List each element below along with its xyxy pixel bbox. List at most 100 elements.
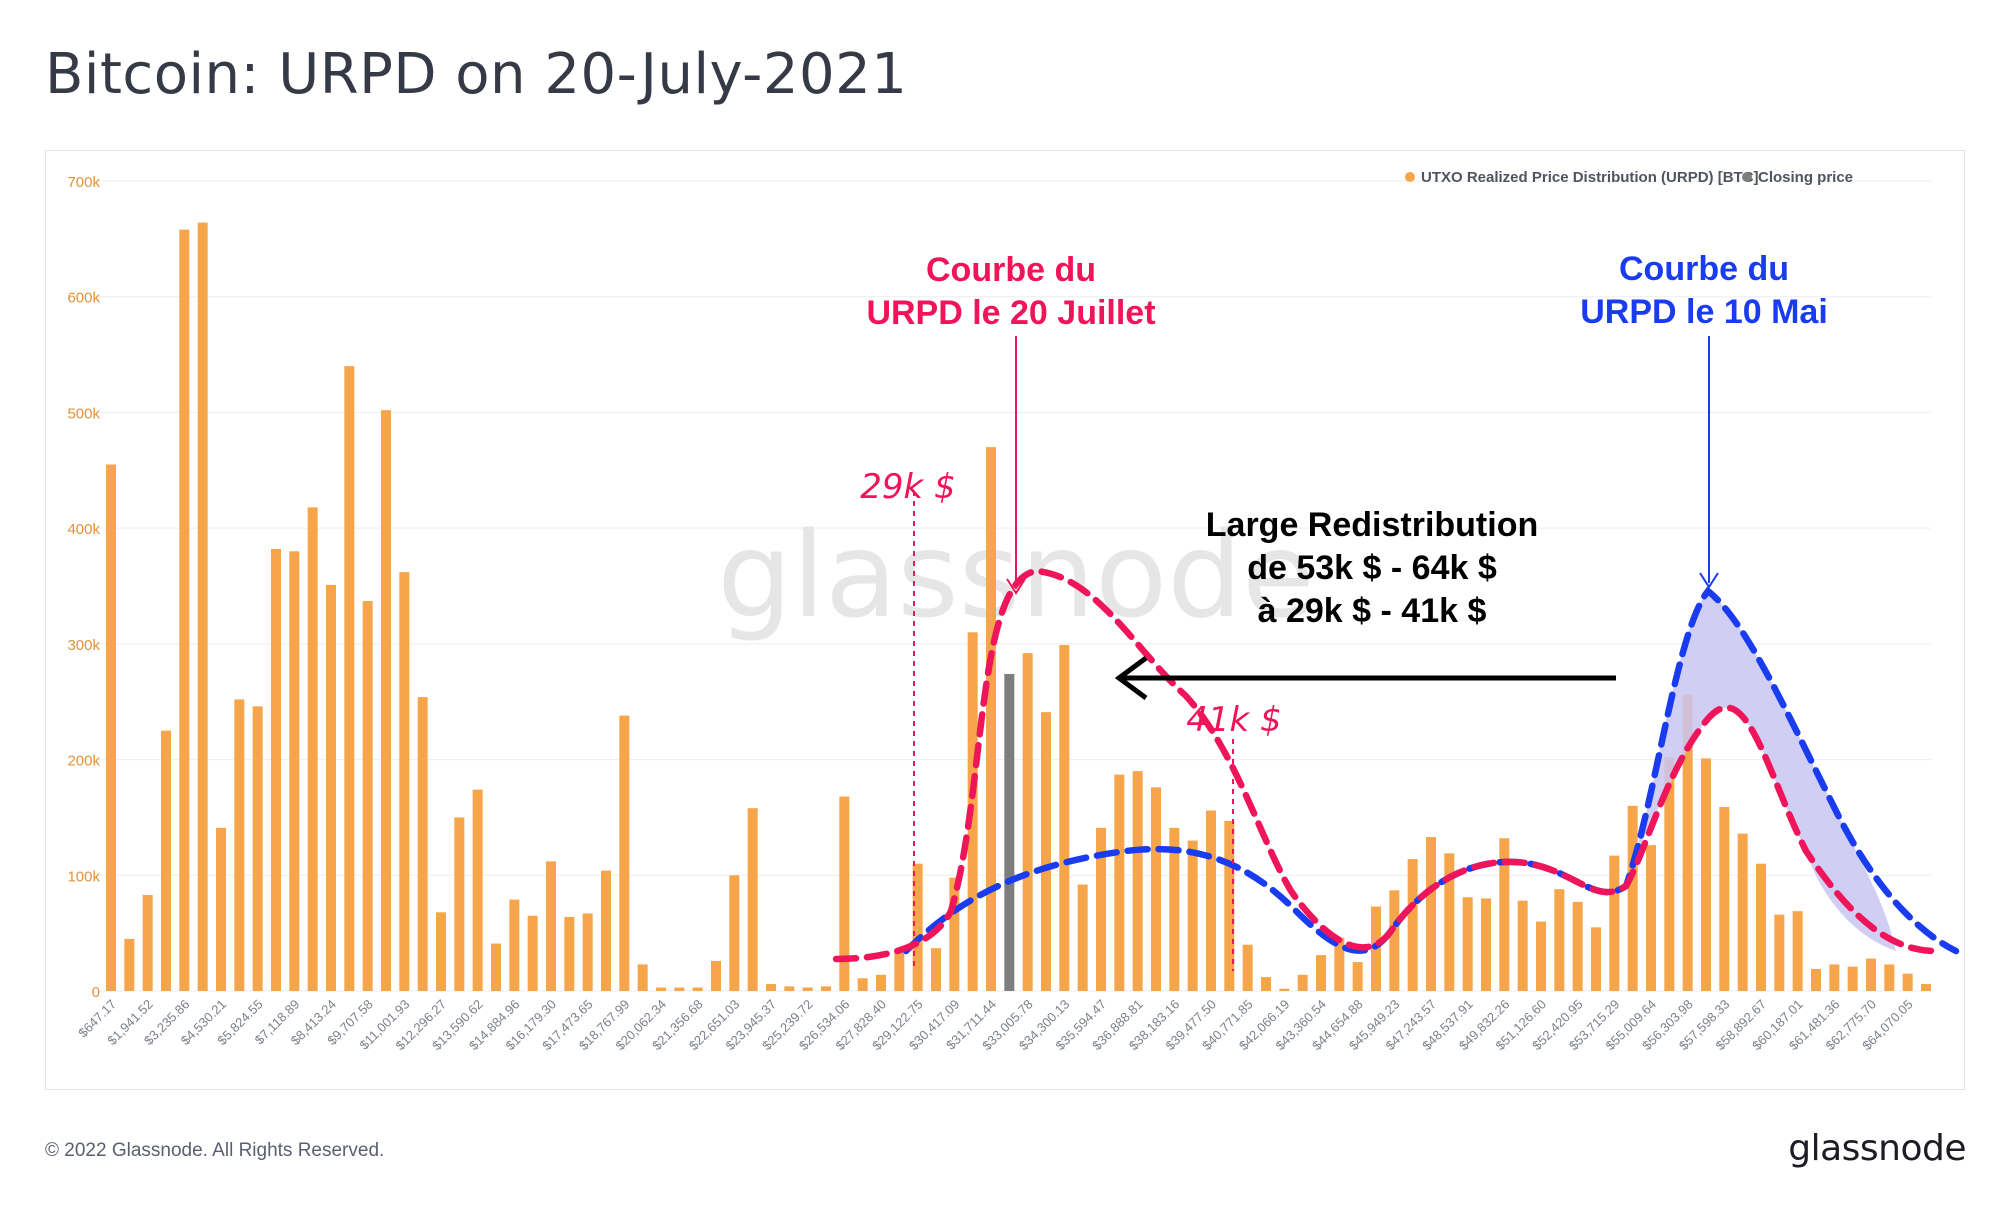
y-tick-label: 600k <box>67 290 100 307</box>
closing-price-bar <box>1004 673 1015 991</box>
urpd-bar <box>1114 774 1125 991</box>
urpd-bar <box>1609 855 1620 991</box>
urpd-bar <box>307 507 318 991</box>
urpd-bar <box>1536 921 1546 991</box>
urpd-bar <box>436 912 446 991</box>
urpd-bar <box>784 986 795 991</box>
y-axis: 0 100k 200k 300k 400k 500k 600k 700k <box>67 174 100 1001</box>
y-tick-label: 300k <box>67 637 100 654</box>
urpd-bar <box>142 894 153 991</box>
urpd-bar <box>1811 969 1821 991</box>
urpd-bar <box>1554 889 1565 991</box>
urpd-bar <box>527 915 538 991</box>
urpd-bar <box>509 899 520 991</box>
legend-marker-urpd <box>1405 172 1415 182</box>
urpd-bar <box>546 861 556 991</box>
urpd-bar <box>949 877 960 991</box>
y-tick-label: 0 <box>92 984 100 1001</box>
y-tick-label: 400k <box>67 521 100 538</box>
urpd-bar <box>417 697 428 991</box>
urpd-bar <box>1077 884 1088 991</box>
urpd-bar <box>582 913 593 991</box>
urpd-bar <box>106 464 116 991</box>
redistribution-line2: de 53k $ - 64k $ <box>1247 549 1497 587</box>
urpd-bar <box>1701 758 1711 991</box>
july-pointer-head <box>1006 578 1026 595</box>
chart-legend: UTXO Realized Price Distribution (URPD) … <box>1405 169 1853 186</box>
july-curve-label-line2: URPD le 20 Juillet <box>866 294 1155 332</box>
urpd-bar <box>161 730 171 991</box>
urpd-bar <box>692 987 703 991</box>
urpd-bar <box>1206 810 1216 991</box>
urpd-bar <box>1499 838 1510 991</box>
urpd-bar <box>1187 840 1198 991</box>
may-curve-fill <box>1636 591 1896 951</box>
urpd-bar <box>1224 820 1235 991</box>
may-pointer-head <box>1699 572 1719 589</box>
urpd-bar <box>197 222 208 992</box>
x-axis: $647.17$1,941.52$3,235.86$4,530.21$5,824… <box>75 997 1916 1054</box>
y-tick-label: 200k <box>67 753 100 770</box>
urpd-bar <box>1774 914 1785 991</box>
urpd-bar <box>1242 944 1253 991</box>
urpd-bar <box>986 447 996 992</box>
urpd-bar <box>1921 984 1931 991</box>
page-title: Bitcoin: URPD on 20-July-2021 <box>45 42 908 107</box>
may-curve-label-line2: URPD le 10 Mai <box>1580 293 1828 331</box>
urpd-bar <box>619 715 630 991</box>
urpd-bar <box>1719 807 1730 991</box>
urpd-bar <box>1646 845 1656 991</box>
copyright-notice: © 2022 Glassnode. All Rights Reserved. <box>45 1140 385 1161</box>
urpd-bar <box>1847 966 1858 991</box>
july-curve-label-line1: Courbe du <box>926 251 1096 289</box>
urpd-bar <box>1041 712 1051 991</box>
july-urpd-curve <box>832 567 1940 963</box>
urpd-bar <box>1664 757 1675 991</box>
urpd-bar <box>1902 973 1913 991</box>
urpd-bar <box>564 916 575 991</box>
urpd-bar <box>1407 859 1418 991</box>
urpd-bar <box>1059 645 1070 991</box>
urpd-bar <box>454 817 465 991</box>
urpd-bar <box>1389 890 1400 991</box>
urpd-bar <box>1261 977 1271 991</box>
y-tick-label: 700k <box>67 174 100 191</box>
urpd-bar <box>1756 863 1766 991</box>
urpd-bar <box>711 960 721 991</box>
urpd-bar <box>1627 805 1638 991</box>
price-29k-label: 29k $ <box>860 467 955 507</box>
urpd-bar <box>1132 771 1143 991</box>
urpd-bar <box>1792 911 1803 991</box>
urpd-bar <box>674 987 685 991</box>
urpd-bar <box>1462 897 1473 991</box>
urpd-bar <box>839 796 850 991</box>
urpd-bar <box>1829 964 1840 991</box>
chart-panel: glassnode 0 100k 200k 300k 400k 500k 600k 700k … <box>45 150 1965 1090</box>
urpd-bar <box>1737 833 1748 991</box>
urpd-bar <box>766 984 776 991</box>
urpd-chart: glassnode 0100k200k300k400k500k600k700k … <box>67 169 1960 1054</box>
bars <box>106 222 1931 992</box>
urpd-bar <box>362 601 373 991</box>
urpd-bar <box>252 706 263 991</box>
urpd-bar <box>637 964 648 991</box>
urpd-bar <box>216 827 226 991</box>
urpd-bar <box>1316 955 1326 991</box>
urpd-bar <box>1426 837 1436 991</box>
price-41k-label: 41k $ <box>1186 700 1281 740</box>
urpd-bar <box>857 978 868 991</box>
urpd-bar <box>1022 653 1033 991</box>
redistribution-line1: Large Redistribution <box>1206 506 1538 544</box>
urpd-bar <box>931 948 941 991</box>
urpd-bar <box>1866 958 1876 991</box>
urpd-bar <box>601 870 611 991</box>
urpd-bar <box>472 789 483 991</box>
urpd-bar <box>912 863 923 991</box>
urpd-bar <box>271 548 281 991</box>
urpd-bar <box>399 572 410 991</box>
urpd-bar <box>1682 694 1693 991</box>
urpd-bar <box>1096 827 1106 991</box>
y-tick-label: 500k <box>67 405 100 422</box>
legend-marker-closing-price <box>1742 172 1752 182</box>
urpd-bar <box>1297 974 1308 991</box>
